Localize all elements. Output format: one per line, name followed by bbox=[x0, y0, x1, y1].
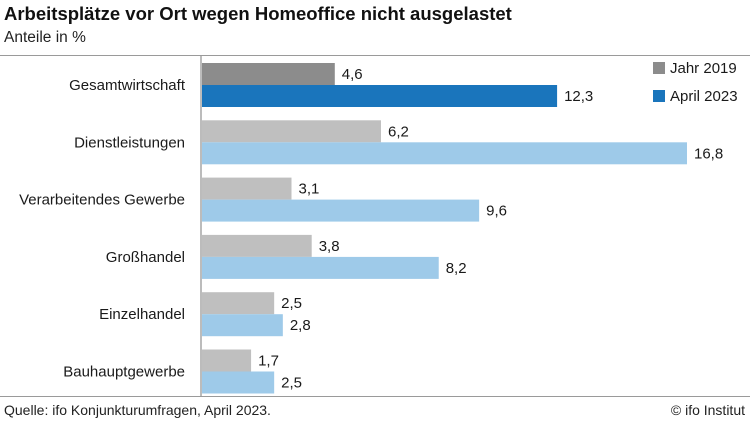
bar-value-label: 16,8 bbox=[694, 145, 723, 162]
credit-note: © ifo Institut bbox=[670, 402, 745, 418]
bar-value-label: 3,8 bbox=[319, 238, 340, 255]
bar-value-label: 8,2 bbox=[446, 260, 467, 277]
bar bbox=[202, 292, 275, 315]
bar-value-label: 2,5 bbox=[281, 295, 302, 312]
source-note: Quelle: ifo Konjunkturumfragen, April 20… bbox=[4, 402, 271, 418]
bar-value-label: 6,2 bbox=[388, 123, 409, 140]
top-divider bbox=[0, 55, 750, 56]
bar bbox=[202, 234, 312, 257]
bar bbox=[202, 85, 558, 107]
bar bbox=[202, 63, 335, 85]
bar bbox=[202, 371, 275, 394]
category-label: Dienstleistungen bbox=[74, 134, 185, 151]
category-label: Verarbeitendes Gewerbe bbox=[19, 192, 185, 209]
category-label: Bauhauptgewerbe bbox=[63, 364, 185, 381]
bar bbox=[202, 199, 480, 222]
category-label: Großhandel bbox=[106, 249, 185, 266]
legend-label: April 2023 bbox=[670, 88, 738, 105]
bar-value-label: 9,6 bbox=[486, 203, 507, 220]
legend-swatch bbox=[653, 90, 665, 102]
bar bbox=[202, 142, 687, 165]
bar bbox=[202, 177, 292, 200]
bar-value-label: 3,1 bbox=[298, 181, 319, 198]
legend-swatch bbox=[653, 62, 665, 74]
category-label: Einzelhandel bbox=[99, 306, 185, 323]
bar bbox=[202, 349, 252, 372]
bar-value-label: 2,8 bbox=[290, 317, 311, 334]
bottom-divider bbox=[0, 396, 750, 397]
bar-value-label: 1,7 bbox=[258, 353, 279, 370]
chart-title: Arbeitsplätze vor Ort wegen Homeoffice n… bbox=[4, 3, 512, 24]
bar-value-label: 12,3 bbox=[564, 88, 593, 105]
chart-subtitle: Anteile in % bbox=[4, 29, 86, 46]
bar bbox=[202, 120, 381, 143]
legend-label: Jahr 2019 bbox=[670, 60, 737, 77]
bar bbox=[202, 314, 283, 337]
bar-value-label: 2,5 bbox=[281, 375, 302, 392]
bar-value-label: 4,6 bbox=[342, 66, 363, 83]
bar-chart: Gesamtwirtschaft 4,6 12,3 Dienstleistungen 6… bbox=[19, 56, 738, 396]
category-label: Gesamtwirtschaft bbox=[69, 77, 186, 94]
bar bbox=[202, 256, 439, 279]
